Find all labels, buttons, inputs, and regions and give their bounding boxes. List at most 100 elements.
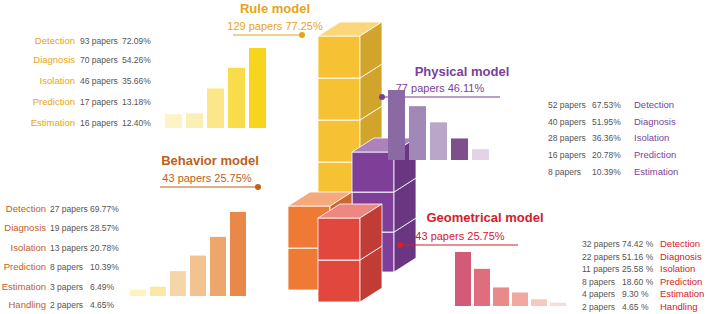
category-label: Estimation — [634, 166, 678, 177]
count-label: 11 papers — [582, 264, 619, 274]
percent-label: 72.09% — [122, 36, 151, 46]
count-label: 28 papers — [548, 133, 586, 143]
count-label: 22 papers — [582, 252, 620, 262]
panel: Geometrical model 43 papers 25.75% Detecti… — [397, 210, 704, 312]
bar — [165, 114, 182, 128]
panel-title: Physical model — [415, 64, 510, 79]
category-label: Isolation — [634, 132, 669, 143]
percent-label: 6.49% — [90, 282, 115, 292]
panel-title: Rule model — [240, 1, 310, 16]
category-label: Estimation — [660, 288, 704, 299]
bar — [230, 212, 246, 296]
bar — [409, 106, 426, 160]
cube-front — [318, 78, 360, 120]
percent-label: 10.39% — [90, 262, 119, 272]
category-label: Isolation — [11, 242, 46, 253]
count-label: 46 papers — [80, 76, 118, 86]
bar — [388, 90, 405, 160]
count-label: 4 papers — [582, 289, 615, 299]
count-label: 2 papers — [50, 300, 83, 310]
bar — [474, 269, 490, 306]
panel-subtitle: 129 papers 77.25% — [227, 20, 323, 32]
count-label: 27 papers — [50, 204, 88, 214]
underline — [160, 186, 258, 187]
percent-label: 25.58 % — [622, 264, 654, 274]
panel-title: Behavior model — [161, 153, 259, 168]
bar — [472, 149, 489, 160]
panel: Rule model 129 papers 77.25% Detection 93 p… — [31, 1, 323, 128]
category-label: Prediction — [4, 261, 46, 272]
category-label: Isolation — [660, 263, 695, 274]
bar — [531, 299, 547, 306]
cube-front — [318, 218, 360, 260]
category-label: Diagnosis — [33, 54, 75, 65]
percent-label: 12.40% — [122, 118, 151, 128]
count-label: 19 papers — [50, 223, 88, 233]
percent-label: 35.66% — [122, 76, 151, 86]
count-label: 8 papers — [582, 277, 615, 287]
percent-label: 51.16 % — [622, 252, 654, 262]
percent-label: 51.95% — [592, 117, 621, 127]
underline — [400, 244, 518, 245]
percent-label: 74.42 % — [622, 239, 654, 249]
count-label: 3 papers — [50, 282, 83, 292]
percent-label: 13.18% — [122, 97, 151, 107]
bar — [228, 68, 245, 128]
panel-title: Geometrical model — [426, 210, 543, 225]
figure: Rule model 129 papers 77.25% Detection 93 p… — [0, 0, 708, 314]
count-label: 93 papers — [80, 36, 118, 46]
percent-label: 4.65% — [90, 300, 115, 310]
category-label: Diagnosis — [634, 116, 676, 127]
category-label: Detection — [634, 99, 674, 110]
bars — [455, 252, 566, 306]
category-label: Isolation — [40, 75, 75, 86]
count-label: 32 papers — [582, 239, 620, 249]
bar — [430, 122, 447, 160]
percent-label: 69.77% — [90, 204, 119, 214]
percent-label: 36.36% — [592, 133, 621, 143]
panel: Physical model 77 papers 46.11% Detection 5… — [379, 64, 678, 177]
category-label: Handling — [660, 301, 698, 312]
bar — [550, 303, 566, 306]
bar — [210, 237, 226, 296]
count-label: 2 papers — [582, 302, 615, 312]
bar — [190, 256, 206, 296]
bar — [249, 48, 266, 128]
panel-subtitle: 43 papers 25.75% — [415, 230, 505, 242]
cube-illustration — [288, 22, 416, 302]
bar — [186, 113, 203, 128]
percent-label: 18.60 % — [622, 277, 654, 287]
category-label: Detection — [6, 203, 46, 214]
count-label: 8 papers — [548, 167, 581, 177]
underline — [233, 34, 302, 35]
bars — [388, 90, 489, 160]
count-label: 70 papers — [80, 55, 118, 65]
percent-label: 20.78% — [592, 150, 621, 160]
bars — [165, 48, 266, 128]
count-label: 8 papers — [50, 262, 83, 272]
percent-label: 67.53% — [592, 100, 621, 110]
bar — [493, 287, 509, 306]
bar — [455, 252, 471, 306]
count-label: 16 papers — [80, 118, 118, 128]
cube-front — [318, 36, 360, 78]
cube-side — [360, 204, 382, 260]
count-label: 13 papers — [50, 243, 88, 253]
underline-dot — [379, 94, 385, 100]
category-label: Detection — [660, 238, 700, 249]
category-label: Diagnosis — [4, 222, 46, 233]
category-label: Prediction — [33, 96, 75, 107]
percent-label: 54.26% — [122, 55, 151, 65]
panel-subtitle: 77 papers 46.11% — [396, 82, 485, 94]
category-label: Diagnosis — [660, 251, 702, 262]
panel-subtitle: 43 papers 25.75% — [162, 172, 252, 184]
percent-label: 9.30 % — [622, 289, 649, 299]
count-label: 17 papers — [80, 97, 118, 107]
cube-side — [360, 22, 382, 78]
bar — [130, 290, 146, 296]
percent-label: 28.57% — [90, 223, 119, 233]
category-label: Detection — [35, 35, 75, 46]
category-label: Handling — [9, 299, 47, 310]
bars — [130, 212, 246, 296]
bar — [207, 88, 224, 128]
